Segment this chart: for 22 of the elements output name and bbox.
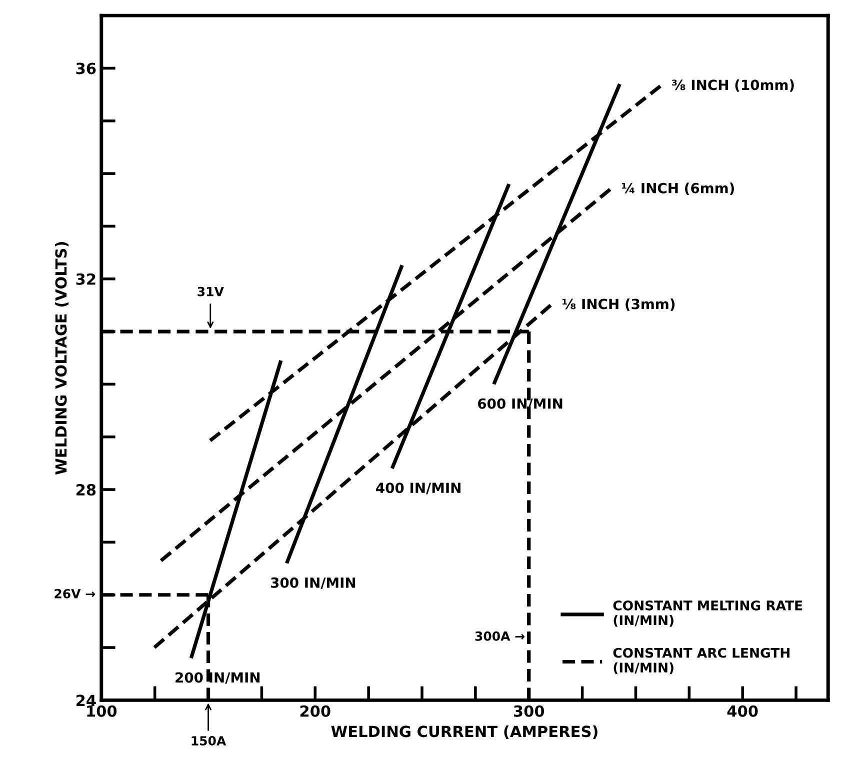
series-label: ⅜ INCH (10mm) bbox=[672, 79, 794, 92]
y-tick-label: 28 bbox=[76, 484, 96, 496]
series-label: ⅛ INCH (3mm) bbox=[562, 298, 675, 311]
series-label: 300 IN/MIN bbox=[270, 577, 356, 590]
text: 26V → bbox=[54, 588, 95, 598]
x-tick-label: 200 bbox=[300, 705, 330, 717]
annotation: 300A → bbox=[475, 631, 524, 641]
x-tick-label: 100 bbox=[87, 705, 117, 717]
series-label: 600 IN/MIN bbox=[478, 398, 562, 410]
y-tick-label: 36 bbox=[76, 62, 96, 74]
annotation: CONSTANT ARC LENGTH (IN/MIN) bbox=[613, 648, 790, 674]
y-tick-label: 24 bbox=[76, 694, 96, 706]
series-label: ¼ INCH (6mm) bbox=[622, 182, 734, 196]
x-tick-label: 300 bbox=[514, 705, 544, 717]
y-axis-title: WELDING VOLTAGE (VOLTS) bbox=[54, 242, 69, 475]
y-tick-label: 32 bbox=[76, 273, 96, 285]
x-axis-title: WELDING CURRENT (AMPERES) bbox=[331, 725, 598, 740]
annotation: 150A bbox=[192, 736, 226, 746]
series-label: 400 IN/MIN bbox=[376, 482, 460, 494]
annotation: CONSTANT MELTING RATE (IN/MIN) bbox=[613, 600, 802, 627]
x-tick-label: 400 bbox=[727, 705, 758, 717]
annotation: 31V bbox=[198, 286, 224, 296]
